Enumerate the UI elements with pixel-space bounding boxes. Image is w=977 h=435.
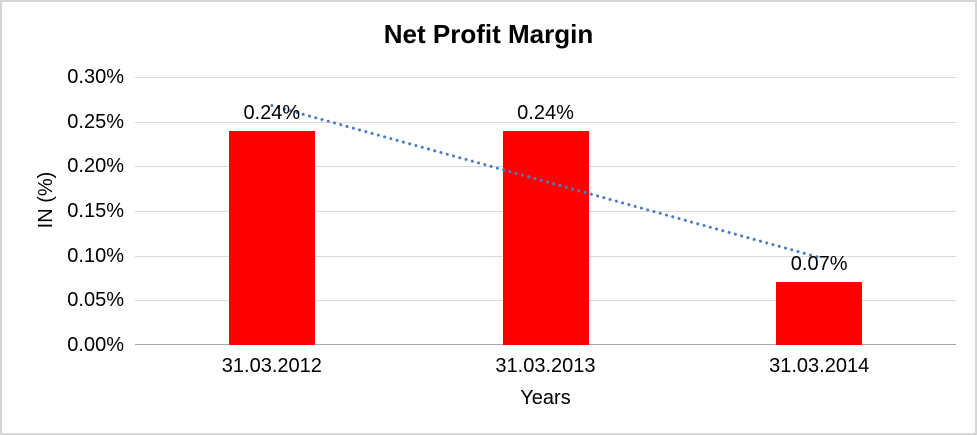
y-tick-label: 0.10% [67,244,124,267]
data-label: 0.24% [517,101,574,124]
data-label: 0.07% [790,253,848,276]
y-tick-label: 0.00% [67,334,124,356]
bar-31.03.2013 [502,130,589,345]
plot-area [135,77,956,345]
y-tick-label: 0.25% [67,110,124,133]
gridline [135,122,956,123]
x-axis-title: Years [520,387,571,409]
chart-title: Net Profit Margin [383,19,594,49]
trendline [270,104,821,259]
gridline [135,77,956,78]
y-tick-label: 0.30% [67,66,124,88]
x-tick-label: 31.03.2013 [495,355,596,377]
trendline-path [270,104,821,259]
y-tick-label: 0.05% [67,289,124,312]
x-tick-label: 31.03.2012 [221,355,322,377]
bar-31.03.2012 [228,130,315,345]
x-tick-label: 31.03.2014 [769,355,870,377]
y-tick-label: 0.15% [67,200,124,222]
bar-31.03.2014 [776,282,863,345]
data-label: 0.24% [243,101,301,124]
y-tick-label: 0.20% [67,155,124,178]
